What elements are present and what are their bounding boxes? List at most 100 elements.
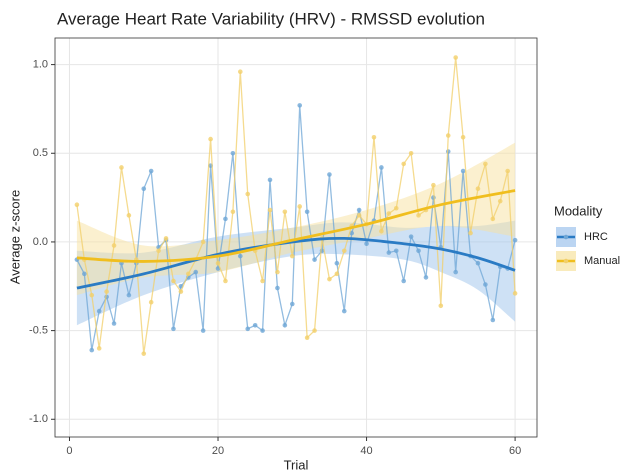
series-line [76,105,516,351]
data-point [460,168,466,174]
data-point [230,150,236,156]
data-point [416,248,421,254]
data-point [282,209,288,215]
y-tick-label: 0.0 [33,236,48,248]
y-tick-label: -1.0 [29,413,48,425]
data-point [104,289,109,294]
data-point [438,303,444,309]
data-point [111,321,117,326]
data-point [297,103,303,108]
chart-title: Average Heart Rate Variability (HRV) - R… [57,9,485,28]
x-tick-label: 60 [509,445,521,457]
data-point [408,150,414,156]
data-point [356,207,362,213]
data-point [267,177,273,183]
data-point [111,243,117,248]
data-point [393,205,399,211]
data-point [141,186,147,192]
data-point [200,328,206,333]
data-point [475,186,481,192]
data-point [312,328,317,333]
data-point [252,322,258,328]
data-point [512,291,518,296]
smooth-line [76,236,516,290]
data-point [460,135,466,140]
data-point [141,351,147,356]
data-point [393,248,399,254]
data-point [96,346,102,351]
data-point [126,213,132,218]
data-point [379,165,384,170]
data-point [275,285,280,291]
data-point [431,195,436,200]
data-point [379,228,384,234]
data-point [490,216,496,222]
data-point [408,234,414,239]
legend-label: HRC [584,231,608,243]
data-point [297,204,303,209]
data-point [193,269,199,275]
data-point [82,271,87,277]
data-point [156,248,161,254]
data-point [416,213,421,218]
x-tick-label: 40 [360,445,372,457]
data-point [96,308,102,314]
data-point [304,209,310,215]
data-point [126,292,132,298]
data-point [304,335,310,340]
data-point [230,209,236,215]
data-point [334,271,340,277]
legend-point [563,234,569,240]
plot-border [54,37,538,438]
data-point [275,269,280,275]
data-point [260,328,265,333]
data-point [453,269,458,275]
data-point [237,253,243,259]
data-point [386,250,392,255]
data-point [208,136,213,142]
data-point [475,260,481,266]
data-point [386,211,392,216]
legend-point [563,258,569,264]
data-point [89,292,95,298]
data-point [401,278,406,284]
data-point [282,322,288,328]
y-axis-title: Average z-score [7,190,22,284]
data-point [445,133,451,138]
y-tick-label: -0.5 [29,325,48,337]
x-axis-title: Trial [284,457,309,472]
data-point [148,299,154,305]
data-point [74,202,80,207]
data-point [171,278,176,284]
data-point [401,161,406,167]
y-tick-label: 1.0 [33,59,48,71]
data-point [89,347,95,353]
legend-label: Manual [584,255,620,267]
data-point [245,326,251,332]
data-point [245,191,251,197]
data-point [431,182,436,188]
data-point [163,236,169,241]
data-point [289,253,295,259]
data-point [148,168,154,174]
data-point [327,172,332,177]
data-point [483,161,488,167]
data-point [260,278,265,284]
data-point [356,213,362,218]
data-point [334,260,340,266]
x-tick-label: 20 [212,445,224,457]
data-point [512,237,518,243]
data-point [483,282,488,287]
data-point [371,135,377,140]
data-point [341,248,347,254]
data-point [200,239,206,245]
y-tick-label: 0.5 [33,147,48,159]
data-point [186,271,191,277]
data-point [223,278,228,284]
data-point [267,207,273,213]
data-point [223,216,228,222]
confidence-band [76,142,516,296]
data-point [312,257,317,262]
data-point [178,289,184,294]
